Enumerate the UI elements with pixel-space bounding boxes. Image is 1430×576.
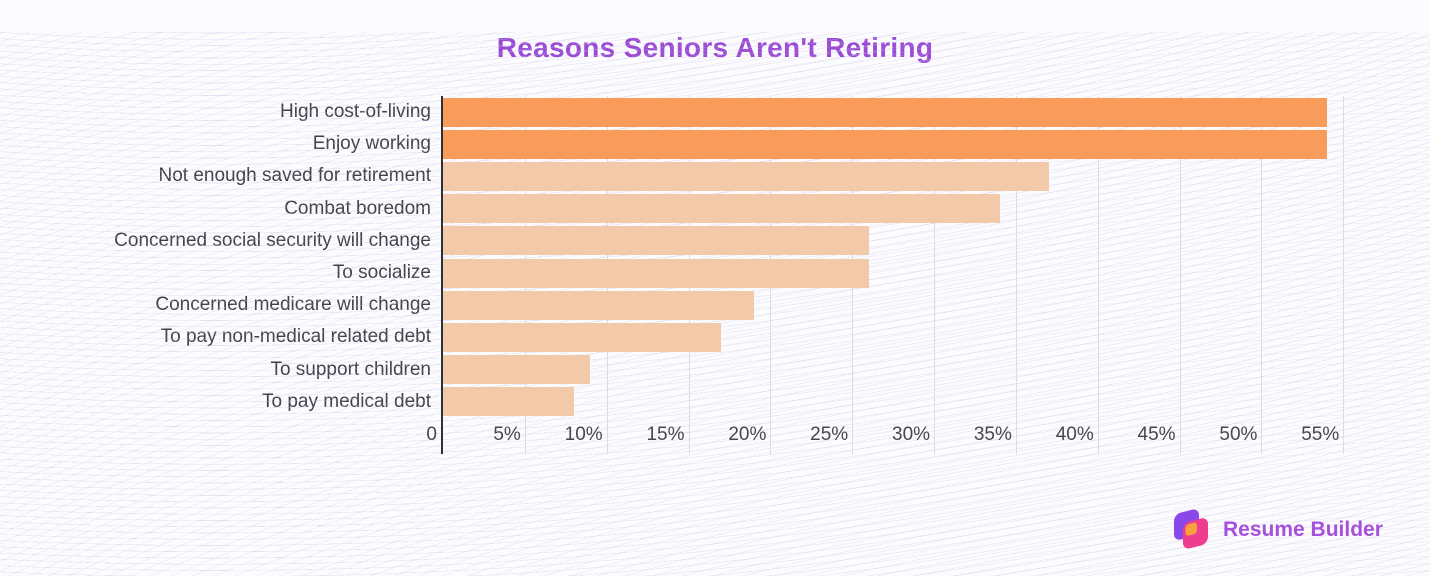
x-axis-ticks: 0 5% 10% 15% 20% 25% 30% 35% 40% 45% 50% 55% [426, 418, 1358, 454]
bar [443, 129, 1327, 159]
gridline [1261, 96, 1263, 454]
bar-row [443, 160, 1358, 192]
bar [443, 387, 574, 417]
y-axis-label: Not enough saved for retirement [0, 160, 432, 192]
resume-builder-logo-text: Resume Builder [1223, 517, 1383, 541]
bar [443, 322, 722, 352]
bar-row [443, 321, 1358, 353]
gridline [1343, 96, 1345, 454]
y-axis-label: To support children [0, 354, 431, 386]
x-tick-label: 30% [892, 424, 931, 445]
bar-chart: High cost-of-livingEnjoy workingNot enou… [0, 96, 1430, 454]
y-axis-labels: High cost-of-livingEnjoy workingNot enou… [0, 96, 441, 418]
bar-row [443, 225, 1358, 257]
resume-builder-logo: Resume Builder [1170, 506, 1383, 553]
plot-area: 0 5% 10% 15% 20% 25% 30% 35% 40% 45% 50% 55% [426, 96, 1358, 454]
bar [443, 355, 591, 385]
y-axis-label: To pay medical debt [0, 386, 431, 418]
bar [443, 258, 869, 288]
bar [443, 97, 1327, 127]
x-tick-label: 20% [728, 424, 767, 445]
y-axis-label: To pay non-medical related debt [0, 321, 431, 353]
bar [443, 194, 1000, 224]
y-axis-label: To socialize [0, 257, 431, 289]
x-tick-label: 35% [973, 424, 1012, 445]
bar [443, 161, 1049, 191]
gridline [1097, 96, 1099, 454]
bar [443, 290, 754, 320]
x-tick-label: 55% [1301, 424, 1340, 445]
y-axis-label: Concerned medicare will change [0, 289, 431, 321]
chart-title: Reasons Seniors Aren't Retiring [0, 32, 1430, 64]
x-tick-label: 40% [1055, 424, 1094, 445]
gridline [1179, 96, 1181, 454]
x-tick-label: 15% [646, 424, 685, 445]
resume-builder-logo-icon [1174, 509, 1208, 549]
x-tick-label: 50% [1219, 424, 1258, 445]
y-axis-label: Concerned social security will change [0, 225, 431, 257]
x-tick-label: 25% [810, 424, 849, 445]
x-tick-label: 5% [493, 424, 521, 445]
bars-layer [443, 96, 1358, 418]
y-axis-label: Combat boredom [0, 193, 431, 225]
bar [443, 226, 869, 256]
bar-row [443, 386, 1358, 418]
infographic: Reasons Seniors Aren't Retiring High cos… [0, 32, 1430, 576]
bar-row [443, 128, 1358, 160]
x-tick-label: 0 [426, 424, 437, 445]
y-axis-label: Enjoy working [0, 128, 431, 160]
bar-row [443, 96, 1358, 128]
gridline [1015, 96, 1017, 454]
bar-row [443, 354, 1358, 386]
x-tick-label: 10% [564, 424, 603, 445]
bar-row [443, 289, 1358, 321]
x-tick-label: 45% [1137, 424, 1176, 445]
gridline [934, 96, 936, 454]
bar-row [443, 257, 1358, 289]
y-axis-label: High cost-of-living [0, 96, 431, 128]
bar-row [443, 193, 1358, 225]
